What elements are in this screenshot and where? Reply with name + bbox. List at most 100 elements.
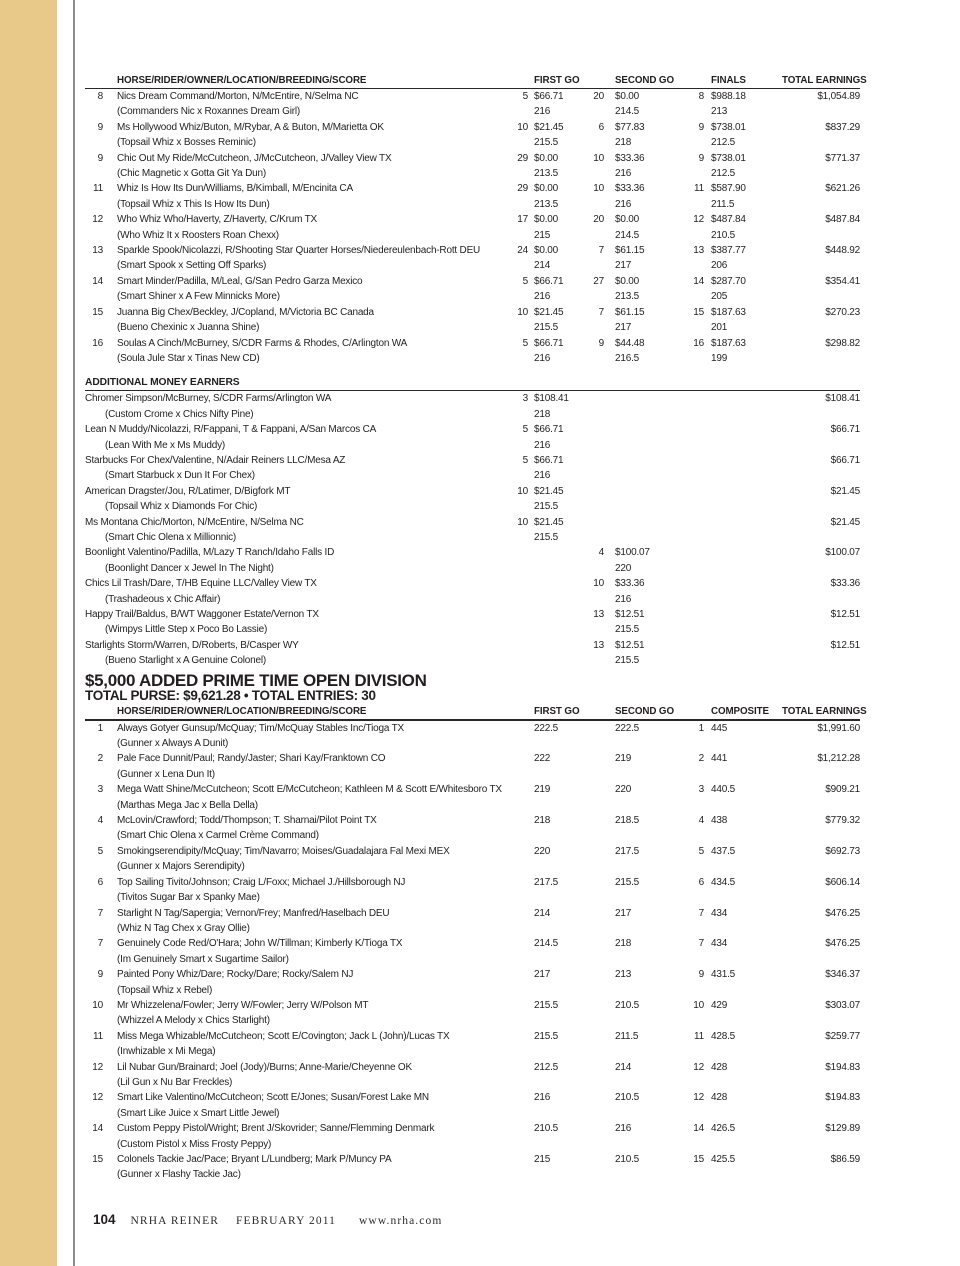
first-go-money: $66.71 [534,337,564,349]
second-go-place: 9 [598,337,605,349]
col-composite-header: COMPOSITE [711,705,769,717]
page-number: 104 [93,1212,116,1227]
row-rank: 9 [97,152,104,164]
row-rank: 11 [93,183,103,195]
row-rank: 10 [92,999,103,1011]
table-row: 13 Sparkle Spook/Nicolazzi, R/Shooting S… [85,243,860,274]
second-go-score: 214.5 [615,229,640,241]
website-url: www.nrha.com [359,1215,443,1227]
composite-score: 434 [711,938,728,950]
first-go-money [528,638,586,653]
breeding: (Who Whiz It x Roosters Roan Chexx) [117,229,279,241]
horse-rider-owner: Smart Minder/Padilla, M/Leal, G/San Pedr… [117,275,363,287]
finals-place: 11 [694,183,704,195]
finals-score: 211.5 [711,198,735,210]
finals-place: 9 [698,152,705,164]
first-go-place: 10 [517,121,528,133]
total-earnings: $476.25 [825,938,860,950]
second-go-money [604,484,688,499]
section-title: $5,000 ADDED PRIME TIME OPEN DIVISION [85,670,427,690]
second-go-place: 7 [598,245,605,257]
finals-score: 201 [711,322,728,334]
table-row: 14 Custom Peppy Pistol/Wright; Brent J/S… [85,1121,860,1152]
first-go-place [490,576,528,591]
second-go-score: 210.5 [615,999,640,1011]
second-go-place: 20 [593,214,604,226]
breeding: (Inwhizable x Mi Mega) [117,1046,216,1058]
breeding: (Trashadeous x Chic Affair) [105,593,221,605]
composite-score: 429 [711,999,728,1011]
second-go-score: 218 [615,137,632,149]
breeding: (Marthas Mega Jac x Bella Della) [117,799,258,811]
finals-place: 13 [693,245,704,257]
finals-score: 199 [711,352,728,364]
horse-rider-owner: Pale Face Dunnit/Paul; Randy/Jaster; Sha… [117,753,386,765]
horse-rider-owner: Top Sailing Tivito/Johnson; Craig L/Foxx… [117,876,406,888]
second-go-place: 7 [598,306,605,318]
breeding: (Whiz N Tag Chex x Gray Ollie) [117,922,250,934]
first-go-score: 215.5 [534,531,559,543]
first-go-score: 222 [534,753,551,765]
composite-place: 5 [698,845,705,857]
table-row: Chromer Simpson/McBurney, S/CDR Farms/Ar… [85,391,860,422]
composite-score: 434.5 [711,876,736,888]
second-go-place [586,422,604,437]
second-go-score: 218 [615,938,632,950]
composite-score: 425.5 [711,1154,736,1165]
row-rank: 14 [92,1123,103,1135]
table-row: 16 Soulas A Cinch/McBurney, S/CDR Farms … [85,336,860,367]
first-go-score: 215 [534,229,551,241]
composite-place: 9 [698,969,705,981]
composite-score: 434 [711,907,728,919]
col-total-earnings-header: TOTAL EARNINGS [782,705,867,717]
row-rank: 12 [92,1061,103,1073]
second-go-score: 216 [615,198,632,210]
first-go-score: 216 [534,352,551,364]
table-row: 9 Painted Pony Whiz/Dare; Rocky/Dare; Ro… [85,967,861,998]
ame-rows: Chromer Simpson/McBurney, S/CDR Farms/Ar… [85,391,860,668]
table-row: 12 Lil Nubar Gun/Brainard; Joel (Jody)/B… [85,1060,860,1091]
first-go-score: 218 [534,408,551,420]
second-go-score: 222.5 [615,722,640,734]
first-go-money [528,576,586,591]
first-go-place: 3 [522,393,529,405]
first-go-score [528,592,586,607]
table-row: 3 Mega Watt Shine/McCutcheon; Scott E/Mc… [85,782,861,813]
breeding: (Topsail Whiz x This Is How Its Dun) [117,198,270,210]
table-row: 15 Colonels Tackie Jac/Pace; Bryant L/Lu… [85,1152,860,1183]
first-go-money: $0.00 [534,183,559,195]
composite-place: 3 [698,784,705,796]
row-rank: 5 [97,845,104,857]
table-row: Boonlight Valentino/Padilla, M/Lazy T Ra… [85,545,860,576]
second-go-score: 216.5 [615,352,640,364]
second-go-money: $33.36 [615,578,645,590]
magazine-title: NRHA REINER [130,1215,219,1227]
second-go-money: $33.36 [615,152,645,164]
first-go-money: $21.45 [534,485,564,497]
table-row: 5 Smokingserendipity/McQuay; Tim/Navarro… [85,844,861,875]
composite-place: 12 [693,1092,704,1104]
breeding: (Topsail Whiz x Rebel) [117,984,213,996]
table-row: American Dragster/Jou, R/Latimer, D/Bigf… [85,484,860,515]
second-go-money [604,422,688,437]
second-go-score: 220 [615,784,632,796]
col-first-go-header: FIRST GO [534,75,580,86]
second-go-score [604,438,688,453]
composite-score: 441 [711,753,728,765]
breeding: (Chic Magnetic x Gotta Git Ya Dun) [117,168,267,180]
composite-score: 428 [711,1092,728,1104]
breeding: (Soula Jule Star x Tinas New CD) [117,352,260,364]
horse-rider-owner: Mr Whizzelena/Fowler; Jerry W/Fowler; Je… [117,999,369,1011]
second-go-score: 214 [615,1061,632,1073]
first-go-score: 218 [534,815,551,827]
composite-score: 428.5 [711,1030,736,1042]
composite-score: 428 [711,1061,728,1073]
table-row: 11 Miss Mega Whizable/McCutcheon; Scott … [85,1029,860,1060]
first-go-place [490,638,528,653]
col-first-go-header: FIRST GO [534,705,580,717]
total-earnings: $298.82 [825,337,860,349]
row-rank: 7 [97,907,104,919]
first-go-money: $108.41 [534,393,569,405]
breeding: (Lil Gun x Nu Bar Freckles) [117,1076,233,1088]
table-row: 8 Nics Dream Command/Morton, N/McEntire,… [85,89,861,120]
